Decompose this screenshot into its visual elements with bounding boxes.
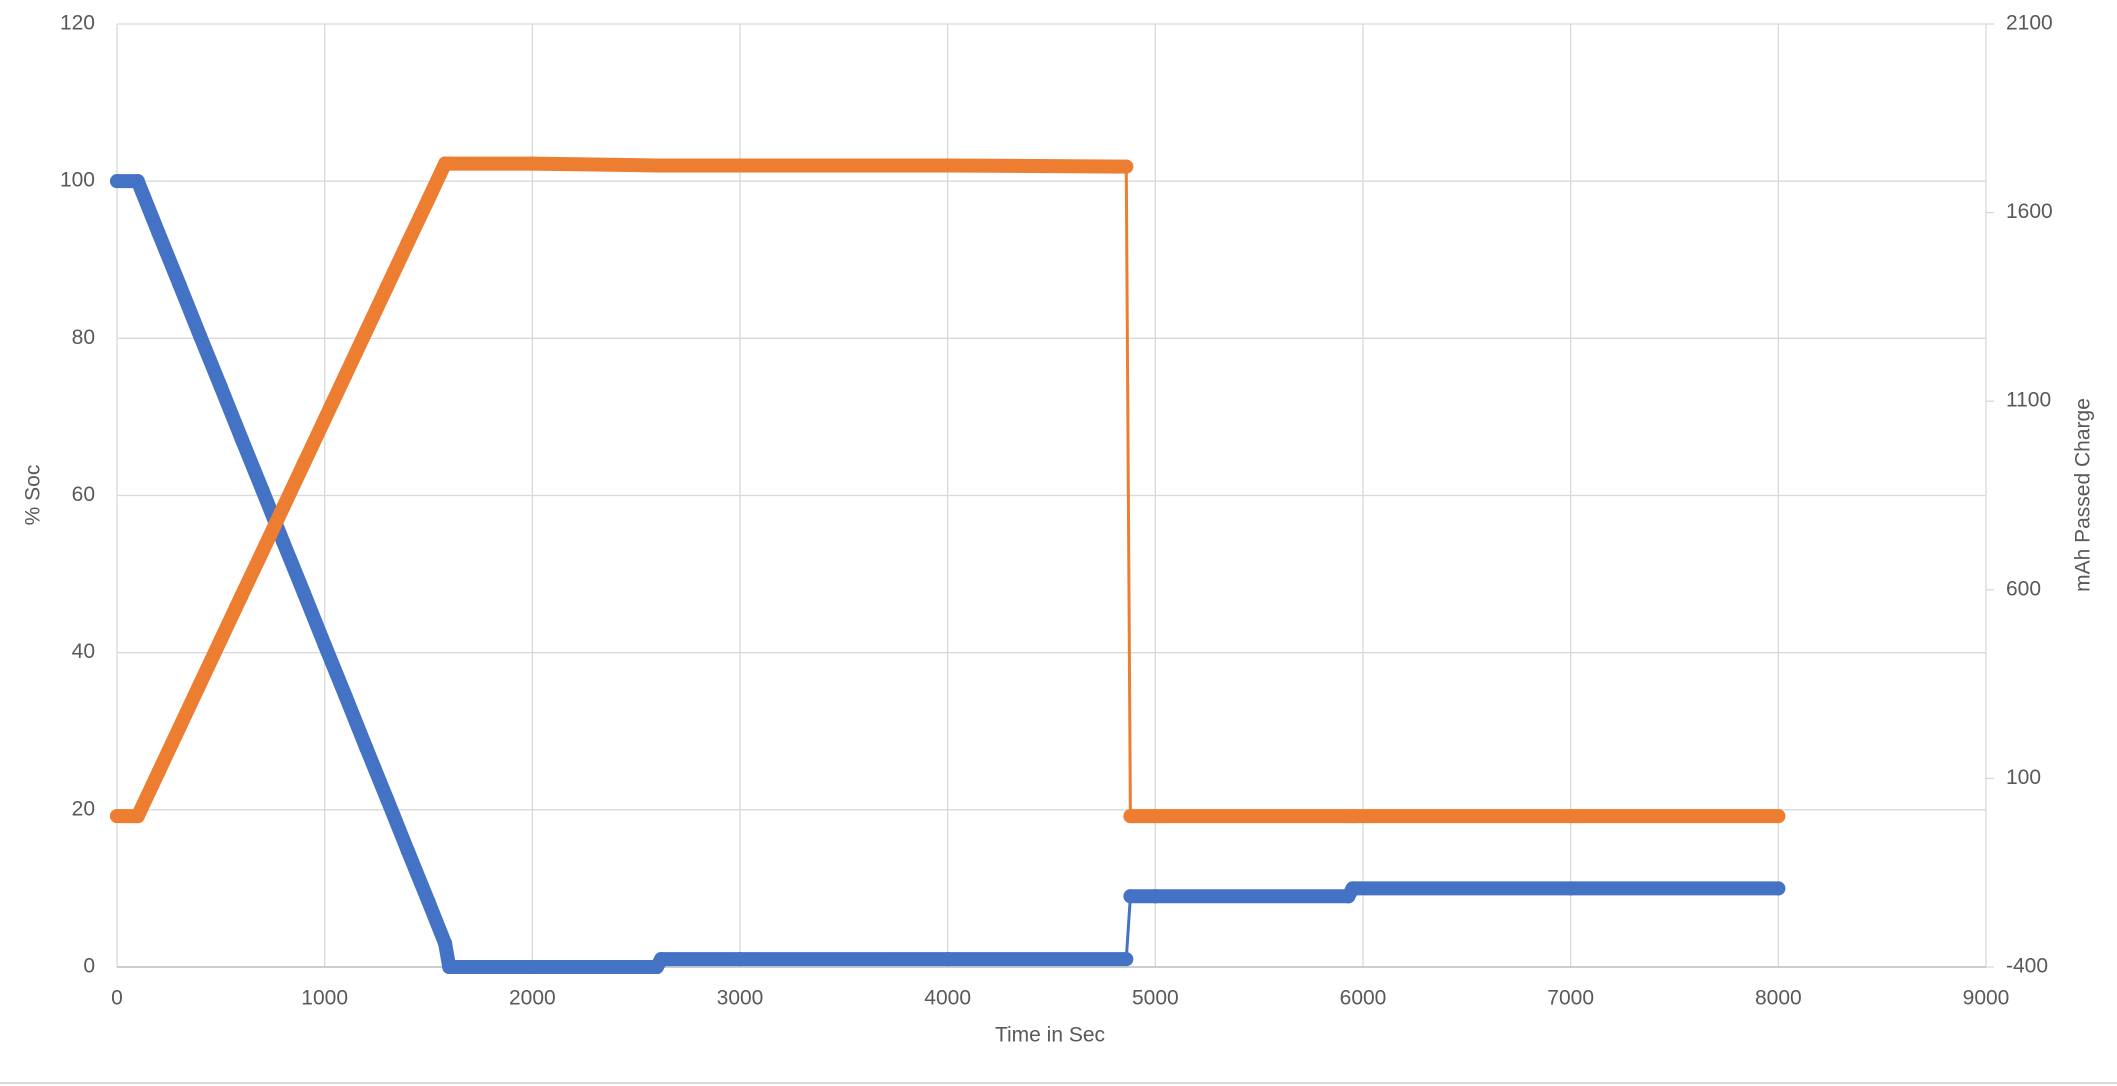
series-band [130, 174, 166, 241]
y2-tick-label: 1100 [2006, 389, 2051, 412]
x-tick-label: 0 [111, 987, 123, 1010]
series-band [338, 688, 374, 755]
y2-tick-label: 2100 [2006, 12, 2053, 35]
y2-tick-label: -400 [2006, 955, 2048, 978]
x-tick-label: 6000 [1340, 987, 1387, 1010]
y-tick-label: 100 [60, 169, 95, 192]
x-tick-label: 2000 [509, 987, 556, 1010]
series-band [317, 637, 353, 703]
y-tick-label: 0 [83, 955, 95, 978]
series-band [234, 431, 270, 497]
series-band [379, 235, 415, 294]
series-band [234, 544, 270, 603]
series-band [317, 368, 353, 427]
series-band [421, 894, 453, 951]
y-tick-label: 40 [72, 640, 95, 663]
x-tick-label: 4000 [924, 987, 971, 1010]
x-tick-label: 9000 [1963, 987, 2010, 1010]
series-band [359, 279, 394, 339]
y2-tick-label: 600 [2006, 577, 2041, 600]
y2-tick-label: 1600 [2006, 200, 2053, 223]
y-tick-label: 120 [60, 12, 95, 35]
x-tick-label: 7000 [1547, 987, 1594, 1010]
series-band [172, 676, 208, 735]
series-band [525, 156, 664, 173]
series-band [276, 534, 311, 600]
series-band [255, 500, 291, 559]
x-axis-title: Time in Sec [995, 1024, 1105, 1047]
x-tick-label: 8000 [1755, 987, 1802, 1010]
series-band [213, 588, 249, 647]
series-band [359, 740, 394, 806]
series-band [940, 158, 1134, 174]
series-band [379, 791, 415, 858]
series-band [400, 192, 436, 250]
y2-axis-title: mAh Passed Charge [2072, 398, 2095, 592]
x-tick-label: 3000 [717, 987, 764, 1010]
y-tick-label: 60 [72, 483, 95, 506]
series-band [193, 328, 228, 395]
series-band [213, 380, 249, 446]
series-band [296, 585, 332, 652]
y2-tick-label: 100 [2006, 766, 2041, 789]
series-band [296, 412, 332, 471]
series-band [338, 324, 374, 383]
series-band [276, 456, 311, 515]
y-tick-label: 20 [72, 797, 95, 820]
series-band [172, 277, 208, 343]
series-band [193, 632, 228, 691]
series-band [151, 720, 187, 779]
x-tick-label: 5000 [1132, 987, 1179, 1010]
x-tick-label: 1000 [301, 987, 348, 1010]
y-axis-title: % Soc [22, 465, 45, 526]
series-band [400, 843, 436, 909]
series-band [151, 226, 187, 292]
series-band [130, 764, 166, 824]
y-tick-label: 80 [72, 326, 95, 349]
